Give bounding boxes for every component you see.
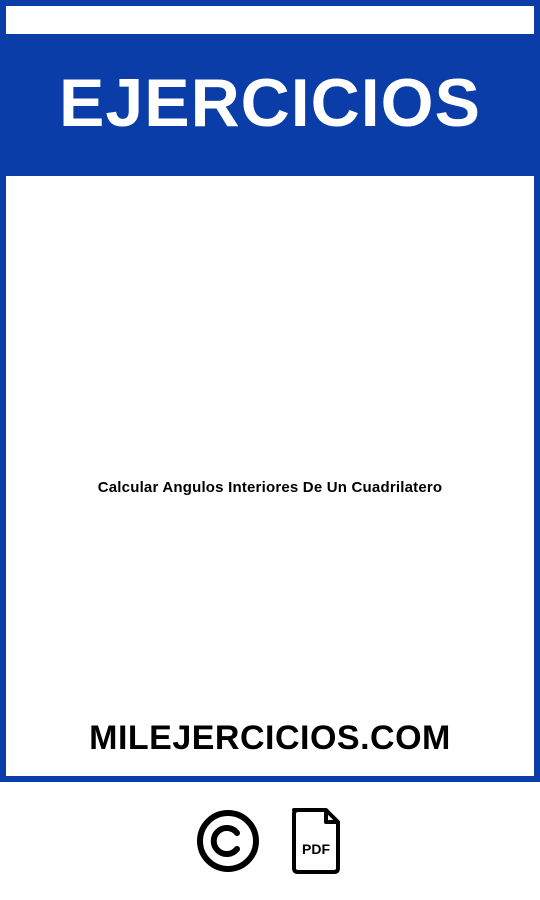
top-white-bar: [6, 6, 534, 34]
website-text: MILEJERCICIOS.COM: [6, 719, 534, 758]
blue-frame: EJERCICIOS Calcular Angulos Interiores D…: [0, 0, 540, 782]
subtitle-area: Calcular Angulos Interiores De Un Cuadri…: [6, 176, 534, 719]
subtitle-text: Calcular Angulos Interiores De Un Cuadri…: [98, 479, 443, 496]
document-container: EJERCICIOS Calcular Angulos Interiores D…: [0, 0, 540, 900]
footer-icons: PDF: [0, 782, 540, 900]
copyright-icon: [196, 809, 260, 873]
header-section: EJERCICIOS: [0, 34, 540, 176]
header-title: EJERCICIOS: [0, 64, 540, 142]
content-area: Calcular Angulos Interiores De Un Cuadri…: [6, 176, 534, 776]
pdf-icon: PDF: [288, 808, 344, 874]
svg-text:PDF: PDF: [302, 841, 330, 857]
website-area: MILEJERCICIOS.COM: [6, 719, 534, 776]
